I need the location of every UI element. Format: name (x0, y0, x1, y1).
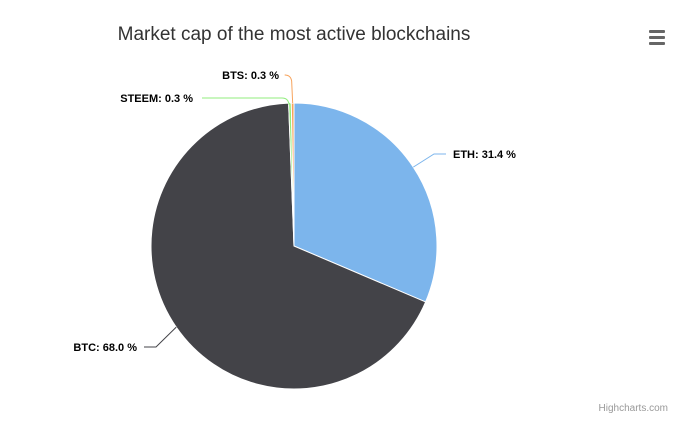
data-label-eth: ETH: 31.4 % (453, 149, 516, 161)
chart-title: Market cap of the most active blockchain… (118, 24, 471, 45)
pie-slice-eth[interactable] (293, 102, 438, 303)
data-label-steem: STEEM: 0.3 % (120, 93, 193, 105)
connector-steem (202, 97, 291, 106)
credits-link[interactable]: Highcharts.com (599, 403, 668, 414)
hamburger-icon (649, 30, 665, 45)
pie-plot: ETH: 31.4 % BTC: 68.0 % STEEM: 0.3 % BTS: 0… (73, 70, 516, 390)
connector-bts (284, 74, 294, 104)
connector-btc (144, 326, 177, 348)
connector-eth (413, 153, 446, 168)
data-label-btc: BTC: 68.0 % (73, 342, 137, 354)
data-label-bts: BTS: 0.3 % (222, 70, 279, 82)
menu-button[interactable] (643, 24, 671, 50)
